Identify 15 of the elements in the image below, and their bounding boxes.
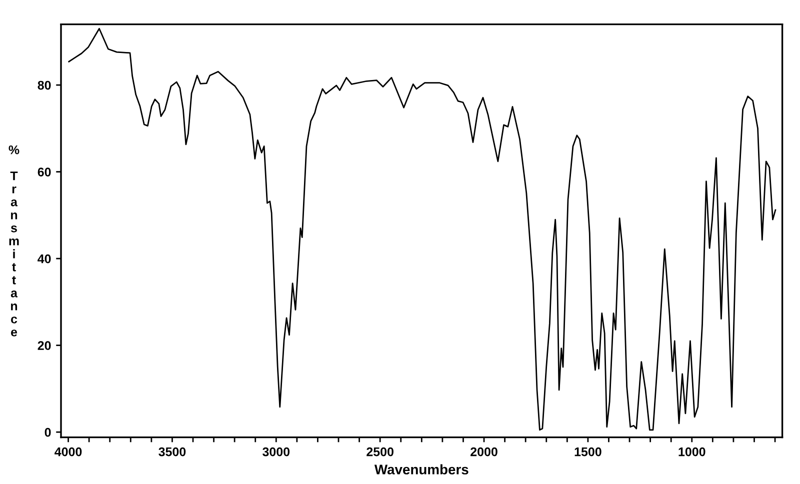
y-tick-label: 20 (38, 341, 51, 350)
x-tick-label: 2000 (470, 447, 498, 456)
x-tick-label: 4000 (54, 447, 82, 456)
x-tick-label: 1500 (574, 447, 602, 456)
y-tick-label: 40 (38, 254, 51, 264)
y-tick-label: 0 (44, 428, 51, 437)
x-tick-label: 3500 (158, 447, 186, 456)
y-tick-label: 80 (38, 80, 51, 90)
line-series (68, 28, 776, 431)
x-tick-label: 2500 (366, 447, 394, 456)
y-tick-label: 60 (38, 168, 51, 176)
x-axis-title: Wavenumbers (374, 464, 468, 474)
x-tick-label: 3000 (262, 447, 290, 456)
x-tick-label: 1000 (678, 447, 706, 456)
text: % Transmittance (8, 145, 20, 336)
